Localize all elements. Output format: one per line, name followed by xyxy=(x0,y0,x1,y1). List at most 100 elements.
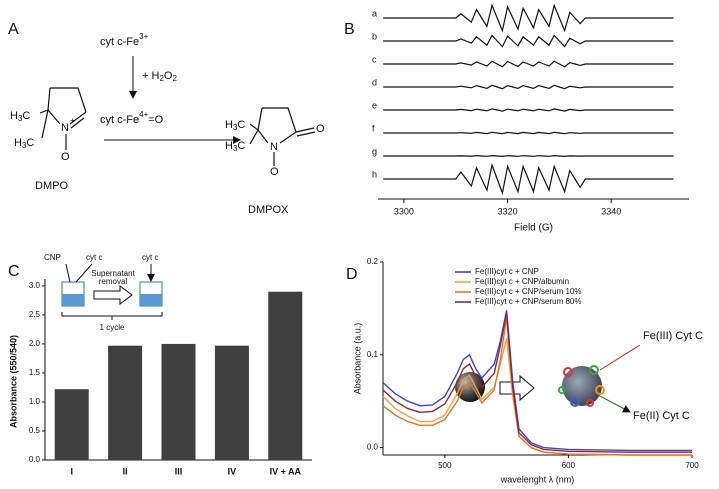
spectrum xyxy=(383,34,674,48)
atom: O xyxy=(316,123,325,135)
text-part: cyt c-Fe xyxy=(100,36,139,48)
panel-c-inset xyxy=(61,263,163,320)
y-tick-label: 0.0 xyxy=(367,443,379,452)
text-part: 3+ xyxy=(139,32,148,41)
x-tick-label: III xyxy=(175,466,183,476)
x-tick-label: 3340 xyxy=(601,206,621,216)
annotation: Fe(II) Cyt C xyxy=(633,410,690,422)
y-tick-label: 0.1 xyxy=(367,350,379,359)
text-part: H xyxy=(14,137,22,149)
inset-label: cyt c xyxy=(142,253,158,262)
spectrum xyxy=(383,3,674,33)
spectrum xyxy=(383,131,674,135)
pointer xyxy=(75,263,93,283)
panel-label: A xyxy=(8,21,19,38)
trace-label: b xyxy=(372,31,377,41)
spectrum xyxy=(382,310,692,452)
spectrum xyxy=(382,312,692,453)
hollow-arrow xyxy=(499,374,535,402)
pointer xyxy=(597,394,631,413)
text-part: 3 xyxy=(18,114,23,123)
y-axis-title: Absorbance (550/540) xyxy=(8,335,18,428)
x-tick-label: II xyxy=(123,466,128,476)
text-part: 2 xyxy=(159,74,164,83)
atom: N xyxy=(270,141,278,153)
atom: H3C xyxy=(14,137,34,150)
bar xyxy=(214,345,249,460)
atom: N xyxy=(61,122,69,134)
text-part: 2 xyxy=(172,74,177,83)
legend-label: Fe(III)cyt c + CNP/serum 10% xyxy=(475,287,581,296)
x-tick-label: IV + AA xyxy=(270,466,302,476)
trace-label: e xyxy=(372,100,377,110)
y-tick-label: 2.0 xyxy=(29,339,41,348)
atom: H3C xyxy=(10,110,30,123)
x-tick-label: 3320 xyxy=(498,206,518,216)
trace-label: c xyxy=(372,54,377,64)
text-part: C xyxy=(237,119,245,131)
text-part: C xyxy=(26,137,34,149)
legend-label: Fe(III)cyt c + CNP xyxy=(475,267,539,276)
panel-label: D xyxy=(346,266,358,283)
text-part: 4+ xyxy=(139,110,148,119)
atom: O xyxy=(61,151,70,163)
panel-a: A cyt c-Fe3+ + H2O2 cyt c-Fe4+=O H3C H3C… xyxy=(8,21,325,216)
panel-label: C xyxy=(8,263,20,280)
y-tick-label: 0.2 xyxy=(367,257,379,266)
text-part: H xyxy=(10,110,18,122)
compound-name: DMPO xyxy=(35,180,68,192)
hollow-arrow xyxy=(93,285,133,305)
y-tick-label: 0.5 xyxy=(29,426,41,435)
spectrum xyxy=(383,60,674,68)
trace-label: f xyxy=(372,123,375,133)
text-part: 3 xyxy=(233,144,238,153)
spectrum xyxy=(383,162,674,196)
trace-label: h xyxy=(372,169,377,179)
beaker-fill xyxy=(140,294,162,306)
text-part: + H xyxy=(142,70,159,82)
x-tick-label: I xyxy=(70,466,73,476)
pointer xyxy=(65,263,71,283)
y-tick-label: 1.0 xyxy=(29,397,41,406)
text-part: =O xyxy=(148,114,163,126)
oxidant: + H2O2 xyxy=(142,70,177,83)
text-part: 3 xyxy=(233,123,238,132)
text-part: C xyxy=(237,140,245,152)
compound-name: DMPOX xyxy=(248,204,289,216)
inset-label: CNP xyxy=(44,253,61,262)
y-tick-label: 1.5 xyxy=(29,368,41,377)
text-part: 3 xyxy=(22,141,27,150)
bar xyxy=(161,343,196,460)
intermediate: cyt c-Fe4+=O xyxy=(100,110,164,126)
inset-label: removal xyxy=(99,277,128,286)
text-part: H xyxy=(225,140,233,152)
reagent: cyt c-Fe3+ xyxy=(100,32,149,48)
atom: H3C xyxy=(225,119,245,132)
bracket xyxy=(61,312,163,320)
panel-label: B xyxy=(344,21,355,38)
spectrum xyxy=(383,108,674,112)
y-tick-label: 0.0 xyxy=(29,455,41,464)
spectrum xyxy=(383,154,674,158)
x-tick-label: 700 xyxy=(685,461,699,470)
x-axis-title: wavelenght λ (nm) xyxy=(500,474,575,484)
charge: + xyxy=(70,116,75,125)
inset-label: cyt c xyxy=(86,253,102,262)
text-part: C xyxy=(22,110,30,122)
bar xyxy=(268,291,303,460)
y-tick-label: 2.5 xyxy=(29,310,41,319)
legend-label: Fe(III)cyt c + CNP/serum 80% xyxy=(475,297,581,306)
bar xyxy=(108,345,143,460)
dmpo-bonds xyxy=(39,87,87,150)
dmpox-bonds xyxy=(249,107,316,166)
trace-label: a xyxy=(372,8,377,18)
x-tick-label: 500 xyxy=(438,461,452,470)
pointer xyxy=(599,344,641,371)
trace-label: d xyxy=(372,77,377,87)
proteins xyxy=(558,365,605,407)
atom: H3C xyxy=(225,140,245,153)
text-part: H xyxy=(225,119,233,131)
x-tick-label: 600 xyxy=(562,461,576,470)
spectrum xyxy=(382,317,692,456)
